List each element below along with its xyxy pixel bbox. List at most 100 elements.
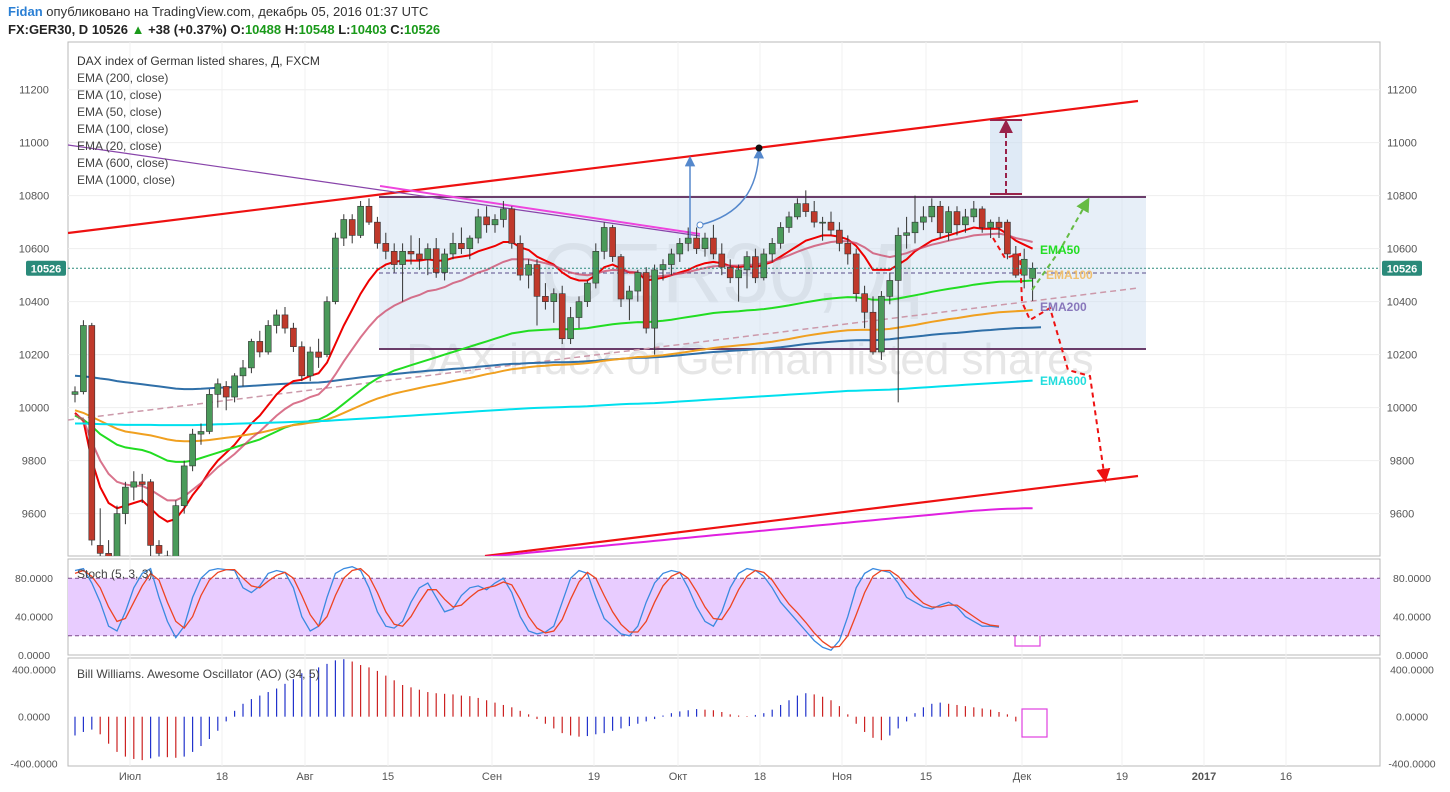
candle-body (340, 219, 348, 239)
candle-body (684, 237, 692, 244)
ao-highlight-box (1021, 708, 1048, 738)
last-price-tag-left (26, 260, 66, 276)
candle-body (1020, 258, 1028, 276)
candle-body (894, 235, 902, 281)
candle-body (206, 394, 213, 432)
candle-body (155, 545, 163, 554)
candle-body (88, 325, 96, 541)
candle-body (256, 341, 264, 353)
stoch-y-tick-left: 0.0000 (18, 650, 50, 662)
author-link[interactable]: Fidan (8, 4, 43, 19)
candle-body (584, 282, 591, 302)
chart-canvas[interactable]: GER30, Д DAX index of German listed shar… (0, 40, 1450, 792)
chart-header: Fidan опубликовано на TradingView.com, д… (0, 0, 1450, 40)
x-tick-label: 2017 (1192, 771, 1216, 783)
candle-body (609, 227, 616, 257)
candle-body (844, 243, 852, 255)
legend-item-ema1000: EMA (1000, close) (77, 173, 175, 187)
ema200-label: EMA200 (1040, 300, 1087, 314)
candle-body (718, 253, 726, 268)
candle-body (819, 221, 826, 224)
x-tick-label: Июл (119, 771, 141, 783)
candle-body (575, 301, 583, 318)
candle-body (172, 505, 180, 556)
candle-body (861, 293, 868, 313)
y-tick-label-left: 11200 (19, 85, 49, 97)
indicator-legend: DAX index of German listed shares, Д, FX… (77, 54, 320, 681)
candle-body (474, 216, 482, 239)
x-tick-label: 18 (754, 771, 766, 783)
candle-body (399, 251, 406, 265)
close-value: 10526 (404, 22, 441, 37)
candle-body (458, 243, 465, 249)
ao-pane[interactable] (67, 657, 1381, 767)
candle-body (113, 513, 121, 556)
y-tick-label-right: 10800 (1387, 191, 1418, 203)
x-tick-label: Авг (296, 771, 313, 783)
axis-labels: 9600 9600 9800 9800 10000 10000 10200 10200 1040… (10, 85, 1435, 783)
bearish-scenario-arrow (992, 237, 1111, 483)
candle-body (903, 232, 910, 236)
candle-body (348, 219, 356, 236)
candle-body (189, 433, 196, 467)
last-price-tags: 10526 10526 (26, 260, 1422, 276)
breakout-dot-start (696, 221, 704, 229)
candle-body (777, 227, 784, 244)
ao-y-tick-right: -400.0000 (1388, 759, 1435, 771)
last-price-tag-left-text: 10526 (31, 263, 62, 275)
x-tick-label: Окт (669, 771, 688, 783)
candle-body (693, 237, 700, 249)
legend-item-ema200: EMA (200, close) (77, 71, 168, 85)
x-tick-label: 19 (588, 771, 600, 783)
candle-body (80, 325, 87, 393)
candle-body (626, 290, 633, 300)
ao-y-tick-right: 400.0000 (1390, 665, 1434, 677)
symbol-name: FX:GER30, D (8, 22, 89, 37)
candle-body (323, 301, 331, 355)
high-label: H: (284, 22, 299, 37)
watermark-description: DAX index of German listed shares (406, 335, 1093, 384)
ao-title: Bill Williams. Awesome Oscillator (AO) (… (77, 667, 320, 681)
grid-lines (68, 42, 1380, 766)
candle-body (567, 317, 574, 340)
x-tick-label: 15 (382, 771, 394, 783)
legend-item-ema100: EMA (100, close) (77, 122, 168, 136)
candle-body (105, 553, 112, 556)
candle-body (214, 383, 222, 395)
candle-body (810, 211, 818, 223)
candle-body (987, 221, 994, 228)
x-tick-label: Сен (482, 771, 502, 783)
candle-body (407, 251, 415, 255)
candle-body (752, 256, 759, 279)
legend-item-ema50: EMA (50, close) (77, 105, 162, 119)
y-tick-label-left: 10400 (19, 297, 50, 309)
candle-body (634, 272, 642, 292)
legend-title: DAX index of German listed shares, Д, FX… (77, 54, 320, 68)
candle-body (222, 386, 230, 398)
candle-body (920, 216, 927, 223)
price-pane[interactable] (67, 41, 1381, 557)
candle-body (794, 203, 801, 218)
channel-upper-line (68, 99, 1139, 235)
y-tick-label-right: 10400 (1387, 297, 1418, 309)
candle-body (180, 465, 188, 506)
candle-body (878, 296, 885, 353)
ao-y-tick-left: -400.0000 (10, 759, 57, 771)
up-arrow-icon: ▲ (131, 22, 145, 37)
channel-lower-line (484, 474, 1139, 556)
candle-body (651, 269, 658, 329)
candle-body (416, 253, 423, 260)
breakout-dot-end (755, 144, 763, 152)
candle-body (71, 391, 79, 395)
ao-y-tick-left: 400.0000 (12, 665, 56, 677)
candle-body (768, 243, 776, 255)
candle-body (668, 253, 675, 265)
ao-histogram (74, 659, 1017, 761)
y-tick-label-right: 11200 (1387, 85, 1417, 97)
price-change: +38 (+0.37%) (148, 22, 227, 37)
x-tick-label: 19 (1116, 771, 1128, 783)
candle-body (953, 211, 961, 226)
candle-body (315, 351, 322, 358)
candle-body (491, 219, 499, 226)
legend-item-ema10: EMA (10, close) (77, 88, 162, 102)
